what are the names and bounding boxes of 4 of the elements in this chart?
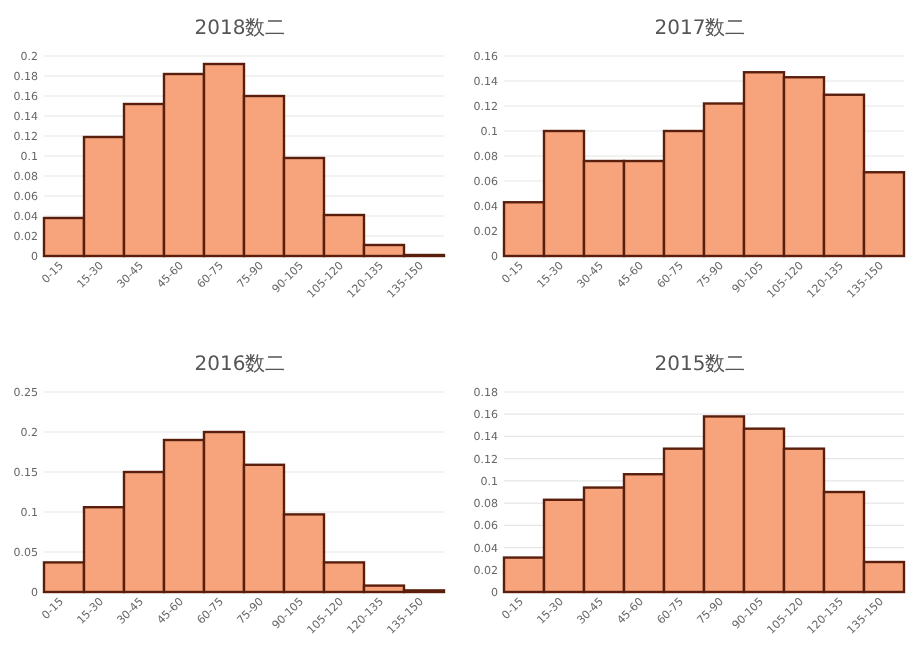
- chart-title: 2015数二: [654, 354, 746, 376]
- chart-title: 2017数二: [654, 18, 746, 40]
- chart-title: 2016数二: [194, 354, 286, 376]
- chart-title: 2018数二: [194, 18, 286, 40]
